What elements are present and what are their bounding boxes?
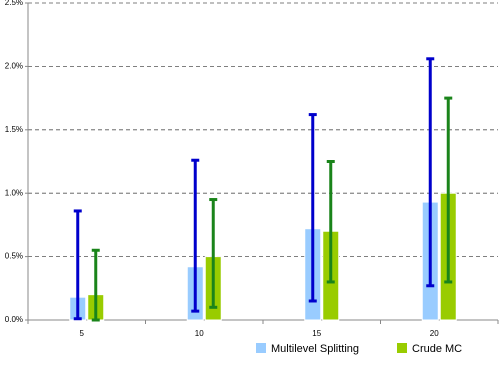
y-tick-label: 1.0% <box>5 188 23 197</box>
y-tick-label: 0.5% <box>5 252 23 261</box>
error-bar <box>191 158 200 313</box>
legend-text: Multilevel Splitting <box>271 343 359 355</box>
error-bar <box>326 160 335 284</box>
y-tick-label: 0.0% <box>5 315 23 324</box>
legend-text: Crude MC <box>412 343 462 355</box>
legend-swatch <box>256 343 266 353</box>
error-bar <box>308 113 317 303</box>
error-bar <box>73 209 82 321</box>
error-bar <box>209 198 218 309</box>
x-tick-label: 20 <box>430 329 439 338</box>
x-tick-label: 5 <box>80 329 85 338</box>
error-bar <box>444 96 453 284</box>
y-tick-label: 2.5% <box>5 0 23 7</box>
x-tick-label: 10 <box>195 329 204 338</box>
error-bar <box>91 248 100 322</box>
x-tick-label: 15 <box>312 329 321 338</box>
error-bar <box>426 57 435 288</box>
legend-swatch <box>397 343 407 353</box>
y-tick-label: 1.5% <box>5 125 23 134</box>
y-tick-label: 2.0% <box>5 62 23 71</box>
